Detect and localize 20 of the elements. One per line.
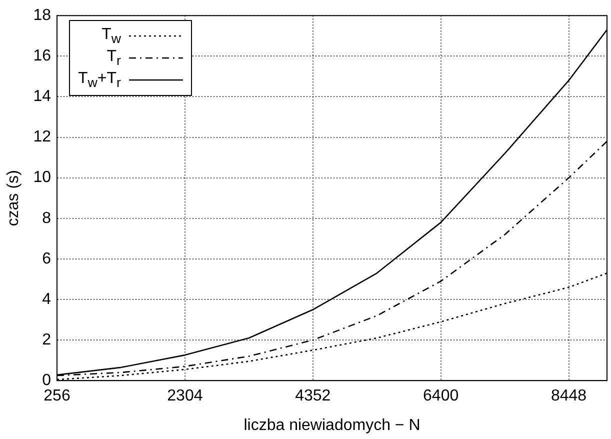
y-axis-title: czas (s) (5, 170, 22, 226)
y-tick-label: 16 (33, 48, 52, 65)
legend-label: T$_{w}$ (102, 26, 121, 46)
x-tick-label: 2304 (167, 388, 203, 405)
x-tick-label: 256 (44, 388, 70, 405)
x-tick-label: 8448 (550, 388, 587, 405)
y-tick-label: 12 (33, 128, 52, 146)
y-tick-label: 6 (42, 250, 52, 268)
y-tick-label: 8 (42, 210, 52, 227)
x-axis-title: liczba niewiadomych − N (244, 416, 420, 434)
x-tick-label: 6400 (423, 388, 459, 405)
y-tick-label: 18 (33, 7, 52, 24)
legend-label: T$_{r}$ (106, 48, 121, 68)
y-tick-label: 0 (42, 372, 52, 390)
x-tick-label: 4352 (295, 388, 331, 405)
y-tick-label: 10 (33, 169, 52, 186)
y-tick-label: 14 (33, 88, 52, 106)
y-tick-label: 4 (42, 290, 52, 308)
legend-label: T$_{w}$+T$_{r}$ (78, 70, 121, 90)
y-tick-label: 2 (42, 331, 52, 348)
